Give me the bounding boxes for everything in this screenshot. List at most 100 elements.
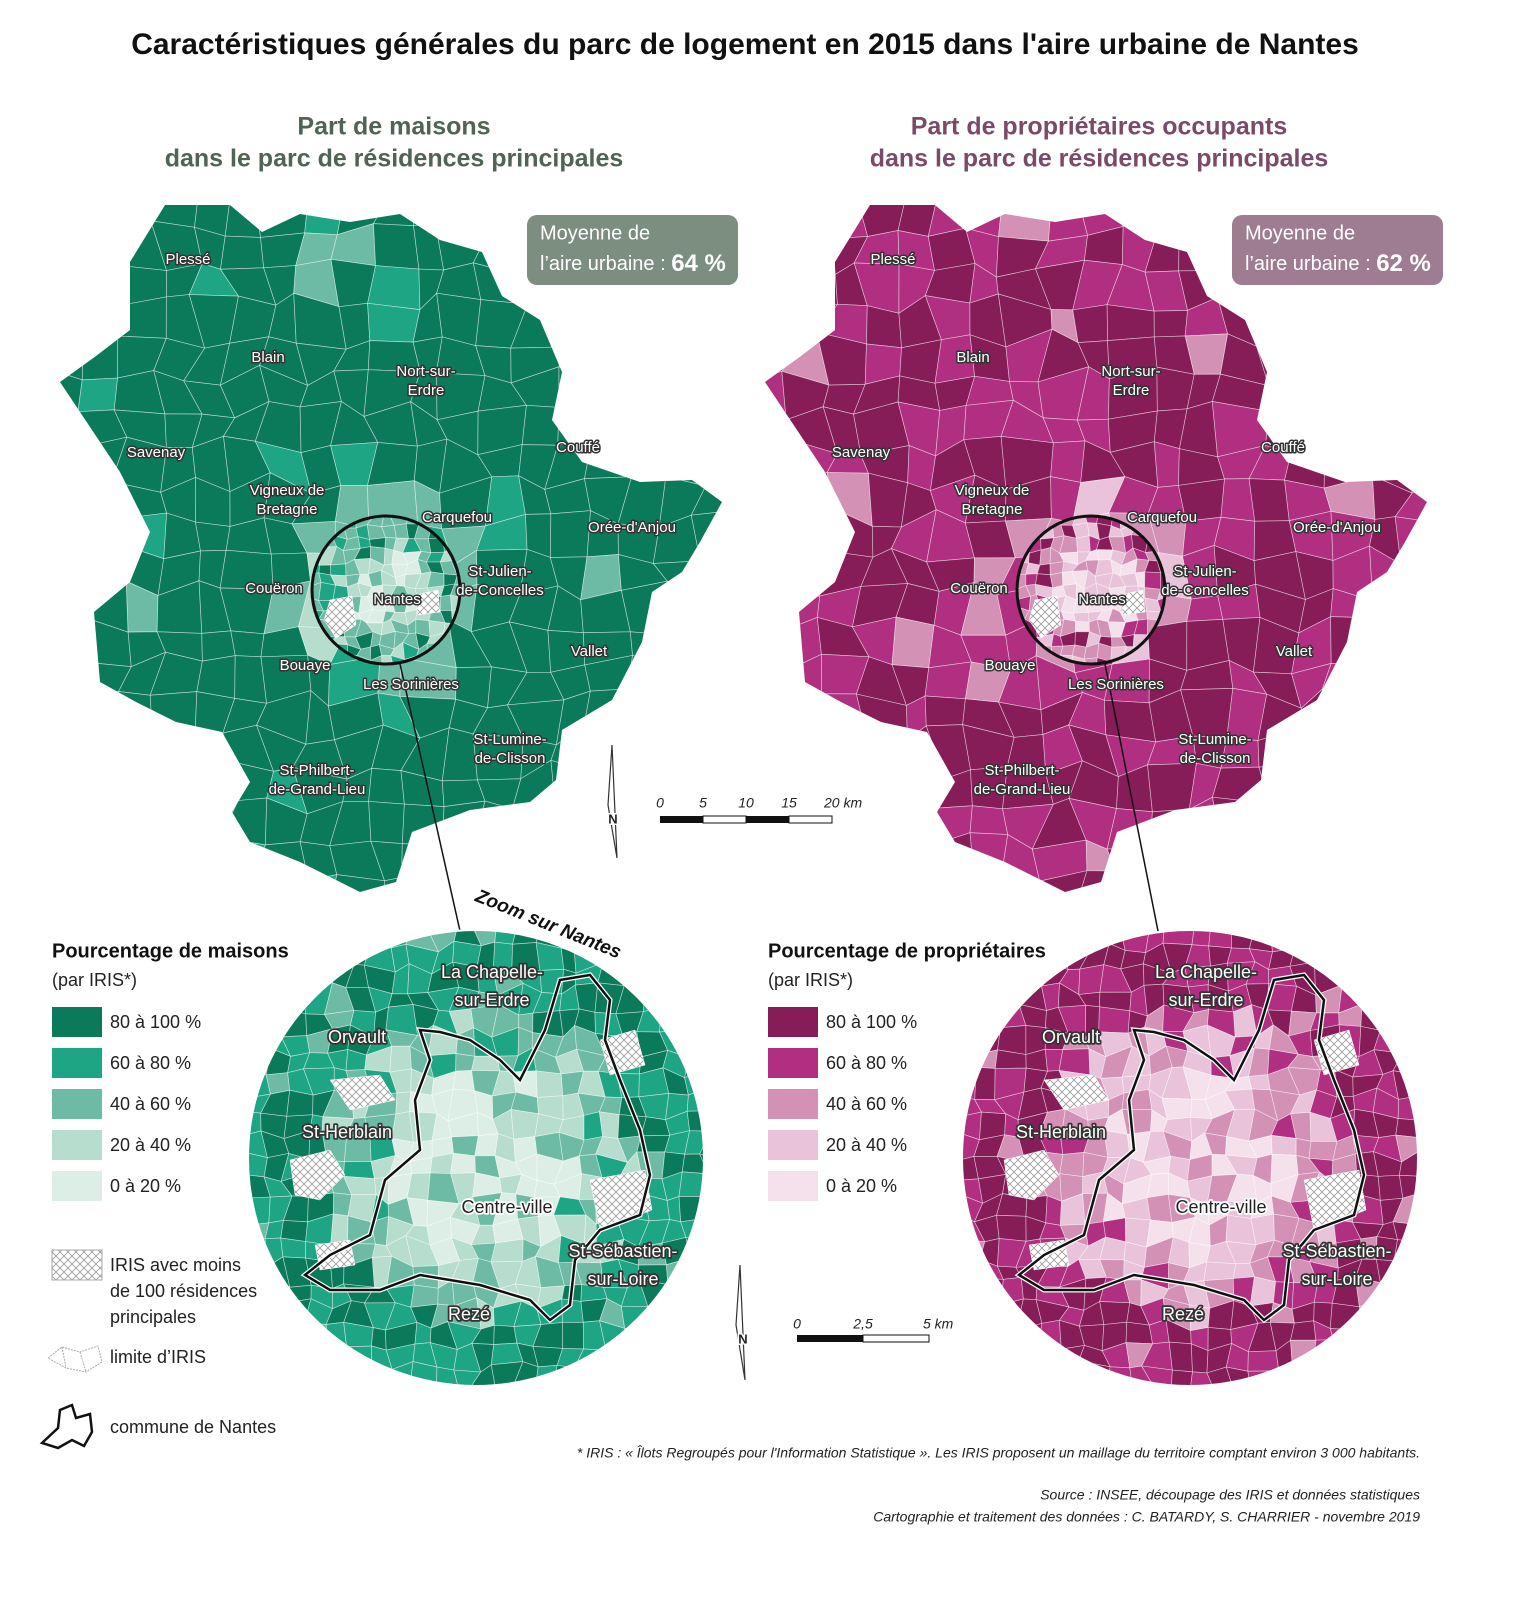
iris-cell [1379,1282,1402,1302]
iris-cell [196,655,236,699]
iris-cell [381,876,402,892]
iris-cell [1372,580,1414,619]
iris-cell [248,1238,268,1268]
iris-cell [796,508,835,553]
iris-cell [1153,309,1188,338]
legend: Pourcentage de propriétaires (par IRIS*) 8… [768,940,1046,1201]
iris-cell [124,512,168,560]
iris-cell [1308,1140,1338,1161]
iris-cell [587,410,637,442]
average-label: l’aire urbaine : [540,253,671,275]
iris-cell [974,1342,997,1372]
iris-cell [282,1383,303,1386]
place-label: Carquefou [422,509,492,526]
iris-cell [1401,656,1427,696]
iris-cell [1367,332,1399,386]
place-label: Couëron [245,580,303,597]
place-label: Savenay [127,444,186,461]
iris-cell [1047,1385,1061,1386]
iris-cell [1417,1192,1418,1226]
map-title: dans le parc de résidences principales [165,145,624,173]
iris-cell [1392,1342,1418,1370]
iris-cell [1144,571,1162,590]
iris-cell [60,472,97,516]
iris-cell [1415,1368,1418,1386]
iris-cell [60,772,92,803]
iris-cell [1295,1138,1312,1159]
iris-cell [283,1366,311,1386]
iris-cell [735,621,764,672]
iris-cell [248,985,270,1007]
iris-cell [373,223,420,270]
iris-cell [394,1384,413,1386]
iris-cell [1406,404,1427,451]
iris-cell [765,583,797,630]
iris-cell [1429,617,1482,656]
iris-cell [1434,411,1479,450]
commune-swatch [39,1403,94,1450]
legend-subtitle: (par IRIS*) [768,970,853,990]
place-label: Nantes [1078,591,1126,608]
legend-swatch [768,1130,818,1160]
iris-cell [1208,930,1232,949]
place-label: Couëron [950,580,1008,597]
iris-cell [765,868,795,892]
iris-cell [823,832,866,886]
zoom-place-label: Rezé [448,1304,490,1324]
iris-cell [121,205,156,226]
iris-cell [1397,1300,1418,1332]
iris-cell [450,1152,476,1174]
zoom-place-label: La Chapelle- [1155,962,1257,982]
iris-cell [1270,1388,1296,1410]
legend-swatch [768,1171,818,1201]
iris-cell [1444,876,1481,925]
legend-label: 20 à 40 % [110,1135,191,1155]
place-label: Les Sorinières [1068,676,1164,693]
iris-cell [453,1369,482,1386]
place-label: Bretagne [962,501,1023,518]
iris-cell [1376,983,1400,1016]
iris-cell [1294,331,1332,383]
hatch-area [1028,595,1062,639]
iris-cell [1402,765,1427,801]
iris-cell [1440,837,1469,880]
iris-cell [1285,370,1332,417]
hatch-area [414,589,441,616]
iris-cell [615,950,647,971]
iris-cell [1326,878,1361,892]
iris-cell [733,869,778,918]
iris-cell [1258,764,1290,804]
legend-swatch [768,1048,818,1078]
iris-cell [1417,1071,1418,1096]
iris-cell [1422,990,1438,1007]
iris-cell [703,1368,704,1386]
iris-cell [1121,1108,1153,1135]
legend-label: 60 à 80 % [110,1053,191,1073]
iris-cell [619,877,660,892]
iris-cell [577,1387,597,1414]
iris-cell [574,1367,603,1386]
hatch-swatch [51,1249,103,1281]
iris-cell [1162,930,1196,946]
iris-cell [737,481,772,514]
iris-cell [1186,595,1224,622]
iris-cell [248,1003,271,1038]
legend-title: Pourcentage de propriétaires [768,940,1046,962]
iris-cell [665,446,707,487]
iris-cell [1102,1385,1133,1386]
iris-cell [370,655,383,664]
iris-cell [1179,873,1229,892]
iris-cell [1435,519,1476,561]
iris-cell [685,963,704,992]
iris-cell [1420,1176,1443,1195]
iris-cell [389,1045,412,1073]
iris-cell [624,1328,649,1351]
iris-cell [1206,1366,1234,1386]
iris-cell [1359,799,1412,841]
iris-cell [1395,1134,1418,1163]
iris-cell [1165,1389,1191,1412]
iris-cell [793,471,834,517]
iris-cell [395,1091,412,1115]
iris-cell [962,1239,986,1261]
legend-label: 60 à 80 % [826,1053,907,1073]
